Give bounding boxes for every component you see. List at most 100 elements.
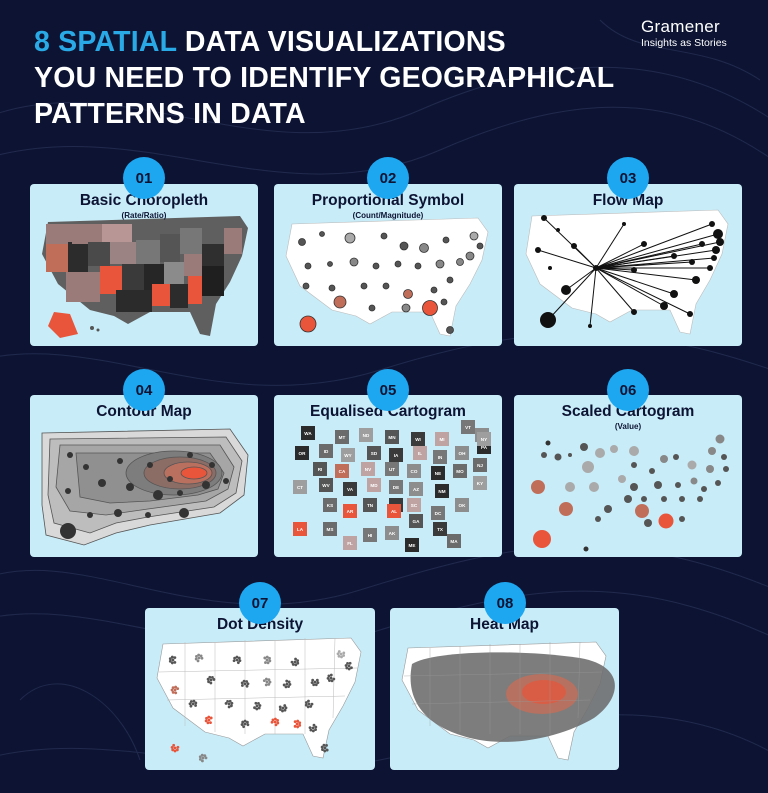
svg-text:GA: GA [413, 519, 421, 524]
cartogram-tile-ok: OK [455, 498, 469, 512]
svg-text:MA: MA [450, 539, 458, 544]
svg-text:MT: MT [339, 435, 346, 440]
cartogram-tile-hi: HI [363, 528, 377, 542]
svg-text:UT: UT [389, 467, 395, 472]
cartogram-tile-ms: MS [323, 522, 337, 536]
cartogram-tile-ga: GA [409, 514, 423, 528]
cartogram-tile-sc: SC [407, 498, 421, 512]
svg-text:NV: NV [365, 467, 372, 472]
cartogram-tile-me: ME [405, 538, 419, 552]
dot-density-map-illustration [156, 637, 362, 763]
svg-text:ND: ND [363, 433, 370, 438]
dot-cluster [263, 655, 272, 665]
svg-text:OK: OK [459, 503, 467, 508]
cartogram-tile-wa: WA [301, 426, 315, 440]
svg-text:TX: TX [437, 527, 444, 532]
dot-cluster [232, 655, 242, 665]
dot-cluster [188, 699, 198, 708]
card-number-badge: 04 [123, 369, 165, 411]
dot-cluster [204, 715, 213, 725]
dot-cluster [240, 719, 250, 729]
card-title: Proportional Symbol [311, 192, 465, 209]
svg-text:AZ: AZ [413, 487, 419, 492]
cartogram-tile-nj: NJ [473, 458, 487, 472]
dot-cluster [293, 719, 302, 729]
proportional-symbol-map-illustration [285, 217, 489, 337]
cartogram-tile-md: MD [367, 478, 381, 492]
cartogram-tile-mn: MN [385, 430, 399, 444]
dot-cluster [282, 679, 292, 689]
svg-text:KY: KY [477, 481, 483, 486]
dot-cluster [170, 685, 180, 695]
dot-cluster [194, 653, 204, 663]
dot-cluster [240, 679, 250, 688]
cartogram-tile-va: VA [343, 482, 357, 496]
card-number-badge: 07 [239, 582, 281, 624]
svg-text:WI: WI [415, 437, 421, 442]
svg-text:SC: SC [411, 503, 418, 508]
card-title: Heat Map [470, 616, 539, 633]
card-proportional-symbol: Proportional Symbol (Count/Magnitude) [274, 184, 502, 346]
cartogram-tile-oh: OH [455, 446, 469, 460]
card-title: Contour Map [96, 403, 192, 420]
contour-map-illustration [41, 428, 249, 546]
cartogram-tile-mt: MT [335, 430, 349, 444]
cartogram-tile-ca: CA [335, 464, 349, 478]
svg-text:WA: WA [304, 431, 312, 436]
brand-logo: Gramener Insights as Stories [641, 17, 727, 49]
dot-cluster [336, 650, 346, 659]
dot-cluster [304, 699, 314, 709]
cartogram-tile-il: IL [413, 446, 427, 460]
svg-text:MI: MI [439, 437, 444, 442]
cartogram-tile-az: AZ [409, 482, 423, 496]
svg-text:OH: OH [459, 451, 467, 456]
card-title: Equalised Cartogram [310, 403, 466, 420]
brand-tagline: Insights as Stories [641, 37, 727, 49]
cartogram-tile-ri: RI [313, 462, 327, 476]
dot-cluster [270, 717, 280, 727]
cartogram-tile-mo: MO [453, 464, 467, 478]
choropleth-map-illustration [42, 216, 248, 338]
card-number-badge: 06 [607, 369, 649, 411]
svg-text:KS: KS [327, 503, 333, 508]
card-basic-choropleth: Basic Choropleth (Rate/Ratio) [30, 184, 258, 346]
cartogram-tile-wv: WV [319, 478, 333, 492]
svg-text:LA: LA [297, 527, 304, 532]
title-line2: YOU NEED TO IDENTIFY GEOGRAPHICAL [34, 62, 615, 94]
card-subtitle: (Value) [614, 422, 642, 431]
cartogram-tile-or: OR [295, 446, 309, 460]
cartogram-tile-ky: KY [473, 476, 487, 490]
card-subtitle: (Rate/Ratio) [121, 211, 167, 220]
svg-text:DE: DE [393, 485, 399, 490]
card-number-badge: 02 [367, 157, 409, 199]
cartogram-tile-ar: AR [343, 504, 357, 518]
cartogram-tile-ny: NY [477, 432, 491, 446]
cartogram-tile-in: IN [433, 450, 447, 464]
cartogram-tile-co: CO [407, 464, 421, 478]
svg-text:IA: IA [394, 453, 399, 458]
dot-cluster [253, 701, 262, 711]
cartogram-tile-ma: MA [447, 534, 461, 548]
cartogram-tile-id: ID [319, 444, 333, 458]
dot-cluster [206, 675, 216, 685]
cartogram-tile-nd: ND [359, 428, 373, 442]
cartogram-tile-ct: CT [293, 480, 307, 494]
svg-text:NM: NM [438, 489, 445, 494]
svg-text:RI: RI [318, 467, 323, 472]
svg-text:DC: DC [435, 511, 442, 516]
dot-cluster [224, 699, 234, 709]
svg-text:WY: WY [344, 453, 351, 458]
cartogram-tile-la: LA [293, 522, 307, 536]
card-title: Flow Map [592, 192, 664, 209]
card-number-badge: 08 [484, 582, 526, 624]
cartogram-tile-de: DE [389, 480, 403, 494]
card-title: Scaled Cartogram [561, 403, 695, 420]
dot-cluster [168, 655, 177, 665]
cartogram-tile-tn: TN [363, 498, 377, 512]
svg-text:IL: IL [418, 451, 422, 456]
brand-name: Gramener [641, 17, 720, 36]
cartogram-tile-mi: MI [435, 432, 449, 446]
svg-text:NJ: NJ [477, 463, 483, 468]
dot-cluster [326, 673, 336, 683]
dot-cluster [278, 704, 288, 713]
